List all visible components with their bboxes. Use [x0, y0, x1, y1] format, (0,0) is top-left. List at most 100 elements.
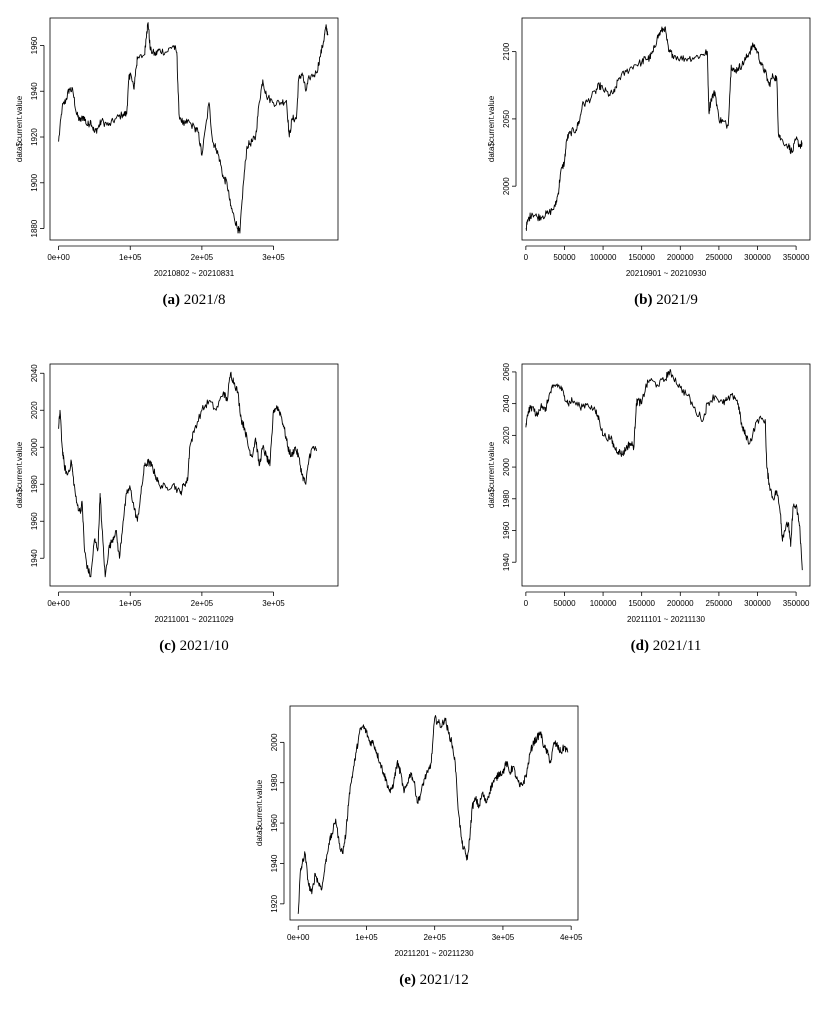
plot-frame: [521, 363, 811, 587]
x-tick-label: 100000: [590, 599, 617, 608]
chart-panel-b: 0 50000 100000 150000 200000 250000 300000 3500…: [470, 0, 815, 330]
y-tick-label: 2100: [502, 42, 511, 60]
chart-panel-e: 0e+00 1e+05 2e+05 3e+05 4e+05 1920 1940 1960 198…: [235, 690, 583, 1008]
y-axis-title: data$current.value: [487, 441, 496, 508]
series-line: [525, 26, 803, 231]
x-tick-label: 350000: [783, 253, 810, 262]
x-tick-label: 50000: [553, 253, 576, 262]
x-tick-label: 300000: [744, 599, 771, 608]
y-tick-label: 1960: [30, 512, 39, 530]
figure-caption-d: (d) 2021/11: [516, 638, 816, 655]
x-tick-label: 350000: [783, 599, 810, 608]
figure-caption-b: (b) 2021/9: [516, 292, 816, 309]
chart-svg-b: 0 50000 100000 150000 200000 250000 300000 3500…: [487, 17, 811, 278]
y-axis-title: data$current.value: [255, 779, 264, 846]
y-axis-title: data$current.value: [15, 95, 24, 162]
x-tick-label: 4e+05: [560, 933, 583, 942]
y-tick-label: 2000: [502, 458, 511, 476]
chart-svg-e: 0e+00 1e+05 2e+05 3e+05 4e+05 1920 1940 1960 198…: [255, 705, 583, 958]
x-tick-label: 1e+05: [119, 599, 142, 608]
y-tick-label: 2060: [502, 362, 511, 380]
x-tick-label: 0: [524, 253, 529, 262]
caption-letter: (d): [630, 638, 649, 654]
caption-text: 2021/8: [180, 292, 226, 308]
plot-frame: [49, 363, 339, 587]
x-tick-label: 300000: [744, 253, 771, 262]
x-axis-title: 20211201 ~ 20211230: [394, 949, 474, 958]
x-tick-label: 1e+05: [119, 253, 142, 262]
x-axis-title: 20210802 ~ 20210831: [154, 269, 235, 278]
y-tick-label: 1960: [30, 36, 39, 54]
plot-frame: [289, 705, 579, 921]
x-axis-title: 20211001 ~ 20211029: [154, 615, 234, 624]
caption-text: 2021/12: [415, 972, 469, 988]
figure-caption-a: (a) 2021/8: [44, 292, 344, 309]
x-axis-title: 20210901 ~ 20210930: [626, 269, 707, 278]
x-tick-label: 0e+00: [287, 933, 310, 942]
figure-caption-e: (e) 2021/12: [284, 972, 584, 989]
x-tick-label: 3e+05: [262, 253, 285, 262]
y-tick-label: 1920: [30, 128, 39, 146]
x-tick-label: 250000: [706, 599, 733, 608]
caption-text: 2021/11: [648, 638, 702, 654]
x-tick-label: 2e+05: [191, 599, 214, 608]
chart-panel-a: 0e+00 1e+05 2e+05 3e+05 1880 1900 1920 1940 1960…: [0, 0, 345, 330]
x-tick-label: 150000: [628, 599, 655, 608]
x-tick-label: 200000: [667, 599, 694, 608]
y-tick-label: 2020: [502, 426, 511, 444]
caption-text: 2021/9: [652, 292, 698, 308]
x-tick-label: 0: [524, 599, 529, 608]
y-tick-label: 1940: [30, 549, 39, 567]
caption-letter: (c): [159, 638, 176, 654]
caption-text: 2021/10: [175, 638, 229, 654]
x-tick-label: 1e+05: [355, 933, 378, 942]
series-line: [58, 22, 329, 234]
x-tick-label: 250000: [706, 253, 733, 262]
y-tick-label: 1980: [270, 773, 279, 791]
x-tick-label: 150000: [628, 253, 655, 262]
chart-svg-c: 0e+00 1e+05 2e+05 3e+05 1940 1960 1980 2000 2020…: [15, 363, 339, 624]
y-tick-label: 2040: [502, 394, 511, 412]
series-line: [525, 369, 803, 571]
x-tick-label: 3e+05: [262, 599, 285, 608]
series-line: [58, 371, 317, 578]
y-tick-label: 1880: [30, 219, 39, 237]
y-tick-label: 1940: [30, 82, 39, 100]
series-line: [297, 715, 569, 914]
y-tick-label: 1980: [30, 475, 39, 493]
y-tick-label: 2000: [30, 438, 39, 456]
chart-panel-c: 0e+00 1e+05 2e+05 3e+05 1940 1960 1980 2000 2020…: [0, 348, 345, 678]
y-axis-title: data$current.value: [487, 95, 496, 162]
y-tick-label: 2000: [270, 733, 279, 751]
figure-caption-c: (c) 2021/10: [44, 638, 344, 655]
y-tick-label: 1940: [270, 854, 279, 872]
y-tick-label: 2000: [502, 177, 511, 195]
chart-svg-a: 0e+00 1e+05 2e+05 3e+05 1880 1900 1920 1940 1960…: [15, 17, 339, 278]
plot-frame: [521, 17, 811, 241]
x-tick-label: 50000: [553, 599, 576, 608]
y-tick-label: 1940: [502, 553, 511, 571]
y-tick-label: 2040: [30, 364, 39, 382]
y-axis-title: data$current.value: [15, 441, 24, 508]
y-tick-label: 1960: [502, 521, 511, 539]
caption-letter: (a): [162, 292, 181, 308]
x-tick-label: 200000: [667, 253, 694, 262]
x-tick-label: 0e+00: [47, 599, 70, 608]
x-tick-label: 100000: [590, 253, 617, 262]
x-tick-label: 2e+05: [191, 253, 214, 262]
y-tick-label: 1900: [30, 173, 39, 191]
chart-svg-d: 0 50000 100000 150000 200000 250000 300000 3500…: [487, 362, 811, 624]
y-tick-label: 1960: [270, 814, 279, 832]
caption-letter: (b): [634, 292, 653, 308]
x-tick-label: 2e+05: [423, 933, 446, 942]
x-tick-label: 3e+05: [492, 933, 515, 942]
y-tick-label: 2050: [502, 109, 511, 127]
x-axis-title: 20211101 ~ 20211130: [627, 615, 705, 624]
caption-letter: (e): [399, 972, 416, 988]
y-tick-label: 2020: [30, 401, 39, 419]
x-tick-label: 0e+00: [47, 253, 70, 262]
plot-frame: [49, 17, 339, 241]
y-tick-label: 1980: [502, 489, 511, 507]
y-tick-label: 1920: [270, 894, 279, 912]
chart-panel-d: 0 50000 100000 150000 200000 250000 300000 3500…: [470, 348, 815, 678]
